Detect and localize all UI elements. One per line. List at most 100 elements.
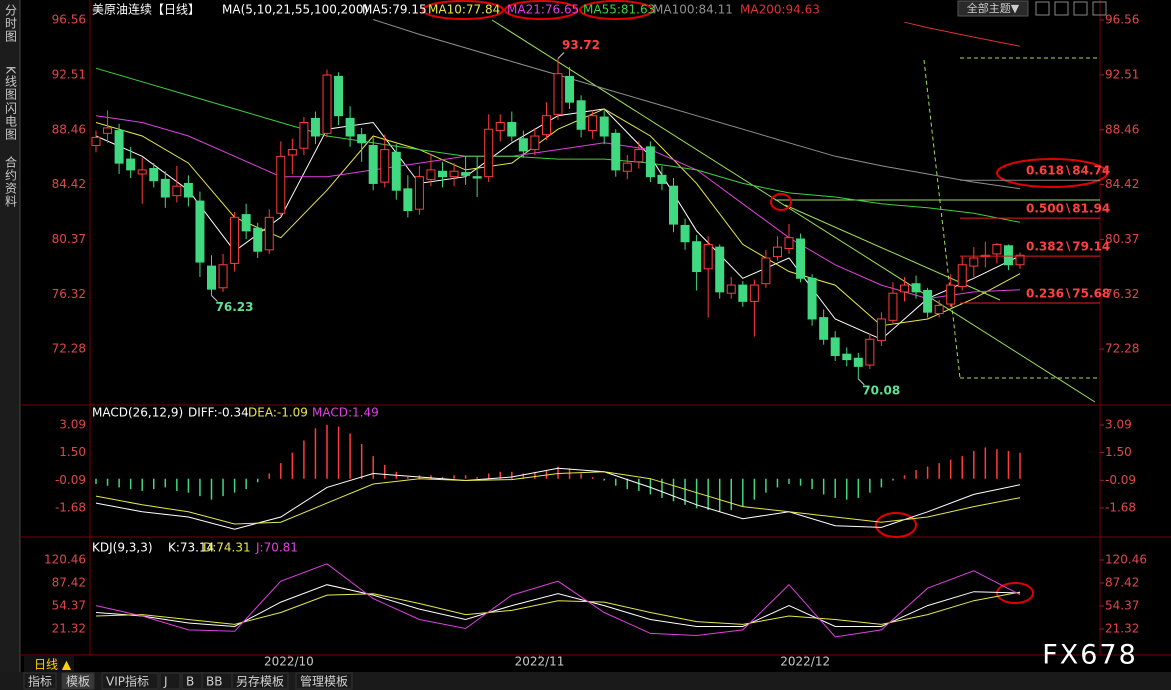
highlight-ellipse bbox=[996, 582, 1034, 604]
y-tick-label: 1.50 bbox=[1105, 445, 1132, 459]
extreme-pointer bbox=[557, 52, 565, 59]
indicator-line bbox=[95, 67, 1021, 223]
candle-body bbox=[1015, 254, 1025, 266]
x-tick-label: 2022/12 bbox=[780, 655, 830, 669]
candle-body bbox=[669, 185, 678, 225]
indicator-title: MACD(26,12,9) bbox=[92, 406, 183, 420]
fib-label: 0.382∖79.14 bbox=[1026, 240, 1110, 254]
candle-body bbox=[160, 178, 170, 198]
highlight-ellipse bbox=[770, 193, 792, 211]
toolbar-tab[interactable]: 指标 bbox=[28, 674, 52, 689]
candle-body bbox=[830, 337, 840, 357]
watermark: FX678 bbox=[1042, 640, 1138, 671]
sidebar bbox=[0, 0, 20, 672]
candle-body bbox=[322, 74, 332, 134]
toolbar-tab[interactable]: B bbox=[186, 675, 194, 689]
candle-body bbox=[472, 176, 482, 179]
period-button[interactable] bbox=[24, 656, 74, 672]
sidebar-tab[interactable]: 合约资料 bbox=[4, 155, 18, 208]
candle-body bbox=[230, 216, 240, 264]
y-tick-label: 3.09 bbox=[59, 418, 86, 432]
candle-body bbox=[484, 128, 494, 178]
icon[interactable] bbox=[1092, 1, 1107, 16]
candle-body bbox=[530, 135, 540, 151]
period-label[interactable]: 日线 ▲ bbox=[34, 658, 72, 672]
candle-body bbox=[137, 169, 147, 175]
legend-entry: J:70.81 bbox=[255, 541, 298, 555]
candle-body bbox=[438, 170, 447, 178]
candle-body bbox=[784, 237, 794, 249]
icon[interactable] bbox=[1035, 1, 1050, 16]
candle-body bbox=[541, 115, 551, 136]
candle-body bbox=[103, 127, 113, 134]
icon[interactable] bbox=[1054, 1, 1069, 16]
sidebar-tab[interactable]: 分时图 bbox=[4, 4, 18, 43]
candle-body bbox=[276, 155, 286, 214]
y-tick-label: 72.28 bbox=[52, 342, 86, 356]
y-tick-label: 96.56 bbox=[52, 13, 86, 27]
fib-label: 0.236∖75.68 bbox=[1026, 286, 1110, 300]
legend-entry: MA100:84.11 bbox=[653, 3, 733, 17]
candle-body bbox=[264, 216, 274, 251]
ma-params: MA(5,10,21,55,100,200) bbox=[222, 3, 368, 17]
toolbar-tab[interactable]: J bbox=[163, 675, 168, 689]
icon[interactable] bbox=[1073, 1, 1088, 16]
indicator-line bbox=[95, 467, 1021, 530]
indicator-line bbox=[373, 19, 1021, 190]
toolbar-tab-bg[interactable] bbox=[23, 672, 57, 690]
candle-body bbox=[611, 132, 621, 171]
candle-body bbox=[796, 238, 806, 279]
candle-body bbox=[461, 172, 471, 176]
y-tick-label: 54.37 bbox=[1105, 599, 1139, 613]
indicator-line bbox=[95, 115, 1021, 300]
y-tick-label: 120.46 bbox=[1105, 553, 1147, 567]
candle-body bbox=[1003, 245, 1013, 266]
toolbar-tab[interactable]: VIP指标 bbox=[106, 674, 149, 689]
theme-button[interactable] bbox=[957, 0, 1029, 17]
legend-entry: MA21:76.65 bbox=[507, 3, 579, 17]
candle-body bbox=[172, 185, 182, 197]
toolbar-tab[interactable]: BB bbox=[206, 675, 222, 689]
candle-body bbox=[91, 136, 101, 147]
toolbar-tab[interactable]: 另存模板 bbox=[236, 675, 284, 689]
candle-body bbox=[726, 284, 736, 294]
y-tick-label: 80.37 bbox=[1105, 232, 1139, 246]
toolbar-tab[interactable]: 管理模板 bbox=[300, 674, 348, 689]
y-tick-label: 1.50 bbox=[59, 445, 86, 459]
candle-body bbox=[738, 284, 748, 302]
extreme-label: 70.08 bbox=[862, 383, 900, 397]
candle-body bbox=[715, 246, 725, 293]
toolbar-tab-bg[interactable] bbox=[231, 672, 289, 690]
candle-body bbox=[865, 338, 875, 366]
candle-body bbox=[391, 151, 401, 191]
indicator-line bbox=[95, 591, 1021, 625]
toolbar-tab-bg[interactable] bbox=[61, 672, 95, 690]
candle-body bbox=[565, 75, 575, 103]
candle-body bbox=[183, 182, 193, 198]
legend-entry: DEA:-1.09 bbox=[248, 406, 308, 420]
y-tick-label: 96.56 bbox=[1105, 13, 1139, 27]
highlight-ellipse bbox=[422, 0, 504, 20]
sidebar-tab[interactable]: 闪电图 bbox=[4, 102, 18, 141]
candle-body bbox=[772, 246, 782, 258]
toolbar-tab-bg[interactable] bbox=[159, 672, 181, 690]
y-tick-label: 80.37 bbox=[52, 232, 86, 246]
candle-body bbox=[403, 188, 413, 212]
toolbar-tab[interactable]: 模板 bbox=[66, 675, 90, 689]
x-tick-label: 2022/11 bbox=[515, 655, 565, 669]
candle-body bbox=[657, 174, 667, 184]
drawings bbox=[422, 0, 1108, 604]
sidebar-tab[interactable]: K线图 bbox=[4, 66, 18, 101]
theme-select[interactable]: 全部主题▼ bbox=[967, 1, 1020, 15]
extreme-pointer bbox=[857, 378, 865, 386]
candle-body bbox=[680, 224, 690, 243]
candle-body bbox=[622, 162, 632, 172]
fib-label: 0.618∖84.74 bbox=[1026, 164, 1110, 178]
candle-body bbox=[126, 158, 136, 171]
candle-body bbox=[934, 304, 944, 315]
y-tick-label: 87.42 bbox=[1105, 576, 1139, 590]
toolbar-tab-bg[interactable] bbox=[101, 672, 159, 690]
indicator-line bbox=[95, 563, 1021, 638]
extreme-label: 93.72 bbox=[562, 38, 600, 52]
toolbar-tab-bg[interactable] bbox=[295, 672, 353, 690]
